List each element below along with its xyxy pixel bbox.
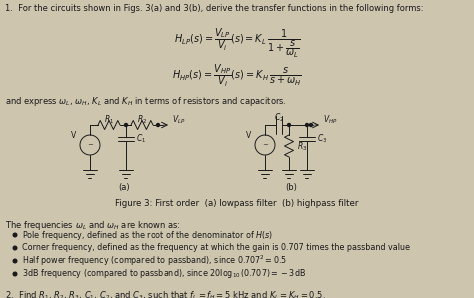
- Text: V: V: [72, 131, 77, 140]
- Text: and express $\omega_L$, $\omega_H$, $K_L$ and $K_H$ in terms of resistors and ca: and express $\omega_L$, $\omega_H$, $K_L…: [5, 95, 287, 108]
- Text: Corner frequency, defined as the frequency at which the gain is 0.707 times the : Corner frequency, defined as the frequen…: [22, 243, 410, 252]
- Text: $V_{LP}$: $V_{LP}$: [172, 114, 185, 126]
- Text: Pole frequency, defined as the root of the denominator of $H(s)$: Pole frequency, defined as the root of t…: [22, 229, 273, 241]
- Circle shape: [306, 123, 309, 126]
- Circle shape: [310, 123, 312, 126]
- Text: $R_2$: $R_2$: [137, 113, 147, 125]
- Circle shape: [125, 123, 128, 126]
- Circle shape: [13, 259, 17, 263]
- Text: V: V: [246, 131, 252, 140]
- Text: $V_{HP}$: $V_{HP}$: [323, 114, 337, 126]
- Text: $H_{HP}(s) = \dfrac{V_{HP}}{V_i}(s) = K_H\, \dfrac{s}{s+\omega_H}$: $H_{HP}(s) = \dfrac{V_{HP}}{V_i}(s) = K_…: [172, 62, 302, 89]
- Circle shape: [288, 123, 291, 126]
- Text: (a): (a): [118, 183, 130, 192]
- Circle shape: [156, 123, 159, 126]
- Circle shape: [13, 246, 17, 250]
- Text: Half power frequency (compared to passband), since $0.707^2 = 0.5$: Half power frequency (compared to passba…: [22, 254, 287, 268]
- Text: 2.  Find $R_1$, $R_2$, $R_3$, $C_1$, $C_2$, and $C_3$, such that $f_L = f_H = 5$: 2. Find $R_1$, $R_2$, $R_3$, $C_1$, $C_2…: [5, 289, 326, 298]
- Circle shape: [13, 233, 17, 237]
- Text: $C_3$: $C_3$: [317, 133, 328, 145]
- Text: ~: ~: [87, 142, 93, 148]
- Text: $R_1$: $R_1$: [104, 113, 114, 125]
- Text: $C_1$: $C_1$: [136, 133, 146, 145]
- Text: The frequencies $\omega_L$ and $\omega_H$ are known as:: The frequencies $\omega_L$ and $\omega_H…: [5, 219, 181, 232]
- Text: ~: ~: [262, 142, 268, 148]
- Text: (b): (b): [285, 183, 297, 192]
- Text: 1.  For the circuits shown in Figs. 3(a) and 3(b), derive the transfer functions: 1. For the circuits shown in Figs. 3(a) …: [5, 4, 423, 13]
- Circle shape: [13, 272, 17, 276]
- Text: 3dB frequency (compared to passband), since $20\log_{10}(0.707) = -3$dB: 3dB frequency (compared to passband), si…: [22, 268, 306, 280]
- Text: Figure 3: First order  (a) lowpass filter  (b) highpass filter: Figure 3: First order (a) lowpass filter…: [115, 199, 359, 208]
- Text: $C_2$: $C_2$: [274, 111, 284, 123]
- Text: $R_3$: $R_3$: [297, 141, 307, 153]
- Text: $H_{LP}(s) = \dfrac{V_{LP}}{V_i}(s) = K_L\, \dfrac{1}{1+\dfrac{s}{\omega_L}}$: $H_{LP}(s) = \dfrac{V_{LP}}{V_i}(s) = K_…: [173, 26, 301, 60]
